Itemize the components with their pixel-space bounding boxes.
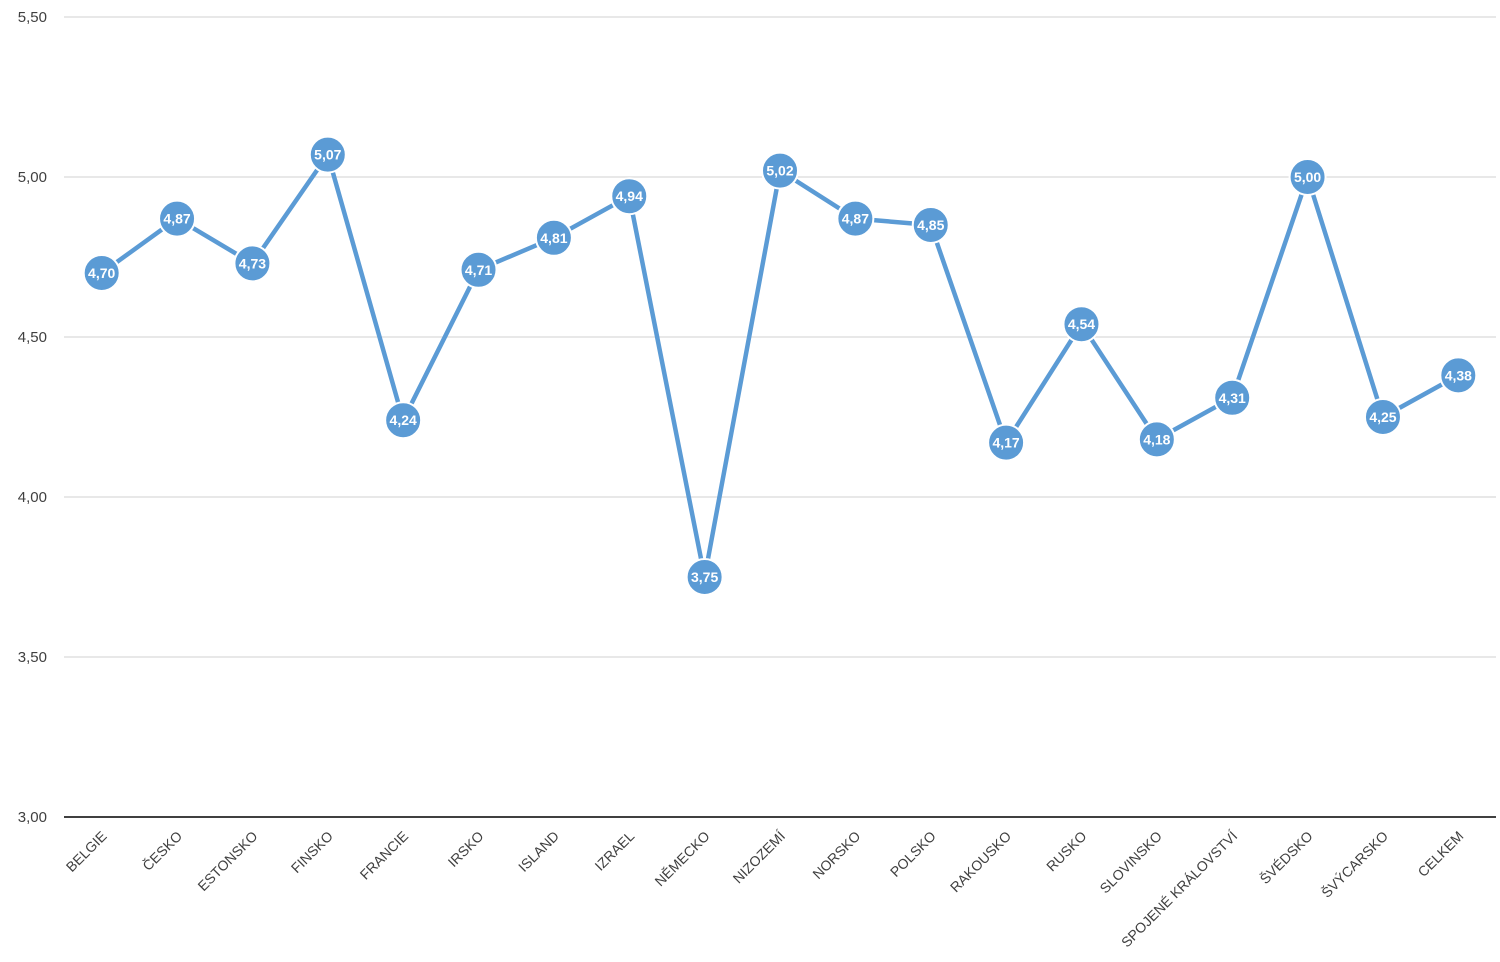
x-tick-label: ESTONSKO [194, 828, 260, 894]
data-point [158, 199, 197, 238]
data-point [233, 244, 272, 283]
data-point [82, 254, 121, 292]
data-point [1439, 356, 1478, 395]
data-label: 4,31 [1219, 390, 1246, 406]
y-tick-label: 3,50 [18, 649, 47, 666]
data-label: 5,02 [766, 163, 793, 179]
data-point [1288, 158, 1327, 196]
data-label: 4,71 [465, 262, 492, 278]
data-label: 4,81 [540, 230, 567, 246]
x-tick-label: ČESKO [139, 828, 185, 874]
y-tick-label: 3,00 [18, 809, 47, 826]
data-label: 4,87 [842, 211, 869, 227]
y-tick-label: 5,50 [18, 9, 47, 26]
data-point [534, 218, 573, 257]
x-tick-label: NĚMECKO [651, 828, 712, 889]
data-labels: 4,70 4,87 4,73 5,07 4,24 4,71 4,81 4,94 3,75 5,02… [88, 147, 1472, 585]
x-tick-label: POLSKO [887, 828, 939, 880]
data-label: 5,07 [314, 147, 341, 163]
x-tick-label: ŠVÉDSKO [1257, 828, 1316, 887]
data-label: 4,18 [1143, 431, 1170, 447]
data-label: 4,85 [917, 217, 944, 233]
data-label: 4,24 [390, 412, 417, 428]
y-tick-label: 4,00 [18, 489, 47, 506]
data-point [384, 401, 423, 440]
data-points [82, 135, 1478, 596]
y-tick-label: 5,00 [18, 169, 47, 186]
x-tick-label: NORSKO [809, 828, 863, 882]
data-point [911, 206, 950, 244]
x-tick-label: FRANCIE [357, 828, 412, 883]
gridlines [64, 16, 1496, 658]
data-point [987, 423, 1026, 462]
series-line-layer [100, 152, 1460, 580]
data-point [685, 558, 724, 596]
data-label: 4,70 [88, 265, 115, 281]
x-tick-label: IRSKO [445, 828, 487, 870]
data-label: 4,17 [992, 435, 1019, 451]
data-point [836, 199, 875, 238]
x-tick-label: ISLAND [515, 828, 562, 875]
x-tick-label: BELGIE [63, 828, 110, 875]
data-label: 4,25 [1369, 409, 1396, 425]
data-point [1363, 398, 1402, 436]
x-tick-label: IZRAEL [591, 828, 637, 874]
x-tick-label: RUSKO [1043, 828, 1090, 875]
x-tick-label: SLOVINSKO [1096, 828, 1165, 897]
data-point [1137, 420, 1176, 459]
y-axis-ticks: 3,00 3,50 4,00 4,50 5,00 5,50 [18, 9, 47, 826]
x-tick-label: ŠVÝCARSKO [1318, 828, 1391, 901]
data-label: 4,94 [616, 188, 643, 204]
data-label: 4,73 [239, 255, 266, 271]
series-line [100, 152, 1460, 580]
data-label: 4,54 [1068, 316, 1095, 332]
data-label: 4,38 [1445, 367, 1472, 383]
data-label: 5,00 [1294, 169, 1321, 185]
y-tick-label: 4,50 [18, 329, 47, 346]
x-axis-ticks: BELGIE ČESKO ESTONSKO FINSKO FRANCIE IRSKO ISL… [63, 828, 1467, 951]
data-point [1062, 305, 1101, 344]
data-label: 3,75 [691, 569, 718, 585]
data-point [308, 135, 347, 174]
data-point [761, 151, 799, 190]
data-point [1213, 378, 1252, 417]
data-point [610, 177, 649, 216]
x-tick-label: RAKOUSKO [947, 828, 1015, 896]
data-point [459, 250, 498, 289]
x-tick-label: CELKEM [1414, 828, 1466, 880]
data-label: 4,87 [163, 211, 190, 227]
x-tick-label: FINSKO [288, 828, 336, 876]
x-tick-label: NIZOZEMÍ [730, 828, 789, 887]
